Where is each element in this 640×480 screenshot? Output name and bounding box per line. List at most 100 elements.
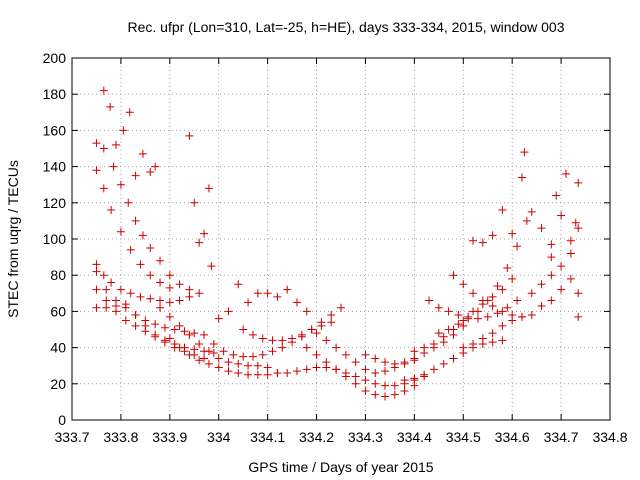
data-point <box>459 316 468 325</box>
data-point <box>214 314 223 323</box>
data-point <box>200 330 209 339</box>
x-tick-label: 334.5 <box>446 429 481 445</box>
data-point <box>263 370 272 379</box>
data-point <box>165 271 174 280</box>
data-point <box>317 321 326 330</box>
data-point <box>124 198 133 207</box>
data-point <box>371 368 380 377</box>
data-point <box>307 325 316 334</box>
data-point <box>119 126 128 135</box>
data-point <box>522 216 531 225</box>
data-point <box>351 358 360 367</box>
data-point <box>229 350 238 359</box>
data-point <box>195 356 204 365</box>
data-point <box>131 171 140 180</box>
data-point <box>99 271 108 280</box>
data-point <box>160 323 169 332</box>
data-point <box>151 320 160 329</box>
data-point <box>488 292 497 301</box>
data-point <box>116 180 125 189</box>
data-point <box>273 368 282 377</box>
data-point <box>258 334 267 343</box>
data-point <box>429 339 438 348</box>
data-point <box>92 267 101 276</box>
data-point <box>552 191 561 200</box>
data-point <box>566 274 575 283</box>
data-point <box>292 298 301 307</box>
data-point <box>557 285 566 294</box>
data-point <box>175 321 184 330</box>
data-point <box>195 289 204 298</box>
data-point <box>488 338 497 347</box>
data-point <box>138 231 147 240</box>
data-point <box>234 368 243 377</box>
data-point <box>561 169 570 178</box>
data-point <box>400 376 409 385</box>
data-point <box>400 358 409 367</box>
data-point <box>141 321 150 330</box>
data-point <box>185 285 194 294</box>
data-point <box>185 292 194 301</box>
grid-lines <box>72 58 610 420</box>
data-point <box>547 240 556 249</box>
data-point <box>574 178 583 187</box>
data-point <box>131 321 140 330</box>
data-point <box>498 321 507 330</box>
data-point <box>175 296 184 305</box>
data-point <box>381 367 390 376</box>
data-point <box>165 312 174 321</box>
data-point <box>327 318 336 327</box>
data-point <box>112 301 121 310</box>
data-point <box>99 144 108 153</box>
data-point <box>361 350 370 359</box>
data-point <box>126 245 135 254</box>
data-point <box>102 285 111 294</box>
data-point <box>224 367 233 376</box>
data-point <box>332 365 341 374</box>
data-point <box>390 381 399 390</box>
data-point <box>488 231 497 240</box>
x-tick-label: 334.6 <box>495 429 530 445</box>
data-point <box>498 307 507 316</box>
data-point <box>99 184 108 193</box>
data-point <box>517 312 526 321</box>
data-point <box>527 289 536 298</box>
data-point <box>107 206 116 215</box>
data-point <box>224 307 233 316</box>
data-point <box>180 327 189 336</box>
data-point <box>253 361 262 370</box>
y-axis: 0 20 40 60 80 100 120 140 160 180 200 <box>43 50 610 428</box>
data-point <box>116 227 125 236</box>
x-tick-label: 334.2 <box>299 429 334 445</box>
data-point <box>248 330 257 339</box>
data-point <box>341 350 350 359</box>
data-point <box>200 354 209 363</box>
data-point <box>537 224 546 233</box>
data-point <box>131 216 140 225</box>
data-point <box>449 271 458 280</box>
data-point <box>234 280 243 289</box>
data-point <box>478 238 487 247</box>
data-point <box>381 358 390 367</box>
data-point <box>322 336 331 345</box>
data-point <box>420 343 429 352</box>
data-point <box>420 370 429 379</box>
data-point <box>503 263 512 272</box>
data-point <box>503 303 512 312</box>
data-point <box>244 370 253 379</box>
data-point <box>156 296 165 305</box>
data-point <box>207 262 216 271</box>
data-point <box>439 359 448 368</box>
x-tick-label: 334.8 <box>592 429 627 445</box>
data-point <box>170 325 179 334</box>
x-tick-label: 333.7 <box>54 429 89 445</box>
y-tick-label: 120 <box>43 195 67 211</box>
data-point <box>454 311 463 320</box>
data-point <box>498 336 507 345</box>
data-point <box>537 301 546 310</box>
data-point <box>244 361 253 370</box>
x-tick-label: 334 <box>207 429 231 445</box>
data-point <box>200 229 209 238</box>
y-axis-label: STEC from uqrg / TECUs <box>5 160 21 318</box>
data-point <box>209 349 218 358</box>
